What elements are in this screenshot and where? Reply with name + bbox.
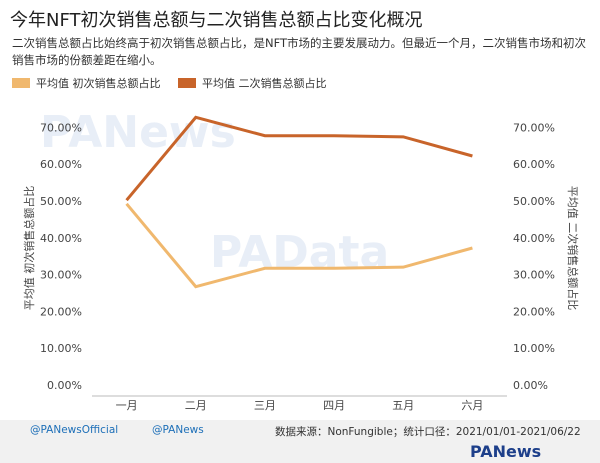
y-tick-label: 40.00% — [40, 232, 82, 245]
data-line — [125, 115, 473, 202]
legend-label: 平均值 初次销售总额占比 — [36, 77, 161, 90]
y-axis-label: 平均值 初次销售总额占比 — [22, 186, 36, 311]
y-tick-label: 70.00% — [40, 121, 82, 134]
y-tick-label: 30.00% — [40, 269, 82, 282]
y2-tick-label: 40.00% — [513, 232, 555, 245]
chart-subtitle: 二次销售总额占比始终高于初次销售总额占比，是NFT市场的主要发展动力。但最近一个… — [12, 36, 587, 67]
legend-label: 平均值 二次销售总额占比 — [202, 77, 327, 90]
y2-tick-label: 30.00% — [513, 269, 555, 282]
y-tick-label: 50.00% — [40, 195, 82, 208]
y2-tick-label: 10.00% — [513, 342, 555, 355]
data-source: 数据来源：NonFungible；统计口径：2021/01/01-2021/06… — [275, 426, 581, 438]
chart-title: 今年NFT初次销售总额与二次销售总额占比变化概况 — [10, 10, 423, 31]
y2-tick-label: 20.00% — [513, 305, 555, 318]
legend-swatch — [178, 78, 196, 88]
twitter-handle: @PANewsOfficial — [30, 424, 119, 436]
weibo-handle: @PANews — [152, 424, 204, 436]
x-tick-label: 四月 — [323, 399, 345, 412]
x-tick-label: 六月 — [461, 399, 483, 412]
watermark: PAData — [210, 227, 389, 278]
footer: @PANewsOfficial @PANews 数据来源：NonFungible… — [0, 420, 600, 463]
y2-tick-label: 0.00% — [513, 379, 548, 392]
y-tick-label: 10.00% — [40, 342, 82, 355]
y-tick-label: 20.00% — [40, 305, 82, 318]
x-tick-label: 二月 — [185, 399, 207, 412]
y2-axis-label: 平均值 二次销售总额占比 — [566, 186, 580, 311]
x-tick-label: 三月 — [254, 399, 276, 412]
legend-item: 平均值 初次销售总额占比 — [12, 75, 161, 91]
data-line — [125, 202, 473, 289]
x-tick-label: 五月 — [392, 399, 414, 412]
legend-swatch — [12, 78, 30, 88]
x-tick-label: 一月 — [116, 399, 138, 412]
y2-tick-label: 50.00% — [513, 195, 555, 208]
brand: PANews — [470, 442, 542, 461]
y-tick-label: 0.00% — [47, 379, 82, 392]
y-tick-label: 60.00% — [40, 158, 82, 171]
legend-item: 平均值 二次销售总额占比 — [178, 75, 327, 91]
y2-tick-label: 70.00% — [513, 121, 555, 134]
y2-tick-label: 60.00% — [513, 158, 555, 171]
watermark: PANews — [40, 107, 236, 158]
